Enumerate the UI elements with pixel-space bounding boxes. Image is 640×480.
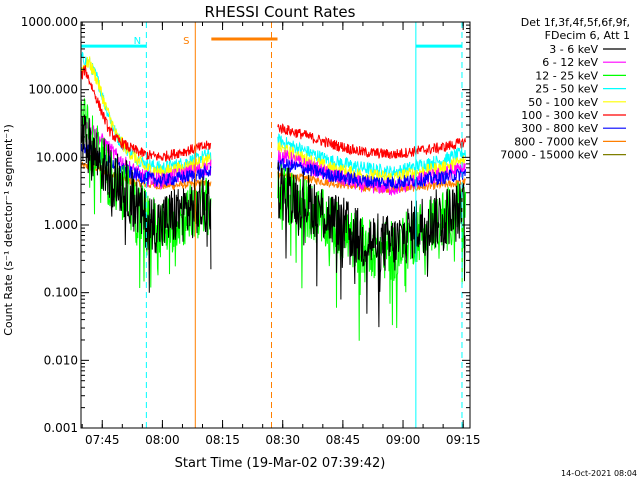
- y-tick-label: 1.000: [44, 218, 78, 232]
- x-tick-label: 08:15: [205, 433, 240, 447]
- y-tick-label: 10.000: [36, 150, 78, 164]
- series-line: [277, 162, 466, 328]
- y-tick-label: 1000.000: [21, 15, 78, 29]
- legend-label: 300 - 800 keV: [521, 122, 598, 135]
- x-tick-label: 09:15: [446, 433, 481, 447]
- axis-layer: 1000.000 100.000 10.000 1.000 0.100 0.010 0.00…: [21, 15, 481, 447]
- legend-header-line-1: Det 1f,3f,4f,5f,6f,9f,: [521, 16, 630, 29]
- x-tick-label: 08:30: [265, 433, 300, 447]
- legend: Det 1f,3f,4f,5f,6f,9f, FDecim 6, Att 1 3…: [500, 16, 630, 162]
- y-axis-label: Count Rate (s⁻¹ detector⁻¹ segment⁻¹): [2, 124, 15, 336]
- saa-marker-label: S: [183, 36, 189, 47]
- x-tick-label: 09:00: [386, 433, 421, 447]
- x-tick-label: 08:00: [145, 433, 180, 447]
- legend-label: 25 - 50 keV: [535, 83, 598, 96]
- timestamp: 14-Oct-2021 08:04: [561, 469, 637, 478]
- legend-label: 6 - 12 keV: [542, 56, 598, 69]
- night-marker-label: N: [134, 36, 141, 47]
- legend-label: 100 - 300 keV: [521, 109, 598, 122]
- legend-label: 800 - 7000 keV: [514, 135, 598, 148]
- x-tick-label: 08:45: [326, 433, 361, 447]
- y-tick-label: 0.100: [44, 286, 78, 300]
- x-tick-label: 07:45: [85, 433, 120, 447]
- chart-title: RHESSI Count Rates: [205, 3, 356, 21]
- legend-label: 3 - 6 keV: [549, 43, 598, 56]
- y-tick-label: 100.000: [28, 83, 78, 97]
- series-line: [277, 157, 466, 190]
- legend-label: 7000 - 15000 keV: [500, 149, 598, 162]
- y-tick-label: 0.001: [44, 421, 78, 435]
- legend-label: 50 - 100 keV: [528, 96, 598, 109]
- legend-label: 12 - 25 keV: [535, 69, 598, 82]
- legend-header-line-2: FDecim 6, Att 1: [545, 29, 630, 42]
- x-axis-label: Start Time (19-Mar-02 07:39:42): [175, 456, 386, 471]
- y-tick-label: 0.010: [44, 353, 78, 367]
- series-line: [277, 123, 466, 160]
